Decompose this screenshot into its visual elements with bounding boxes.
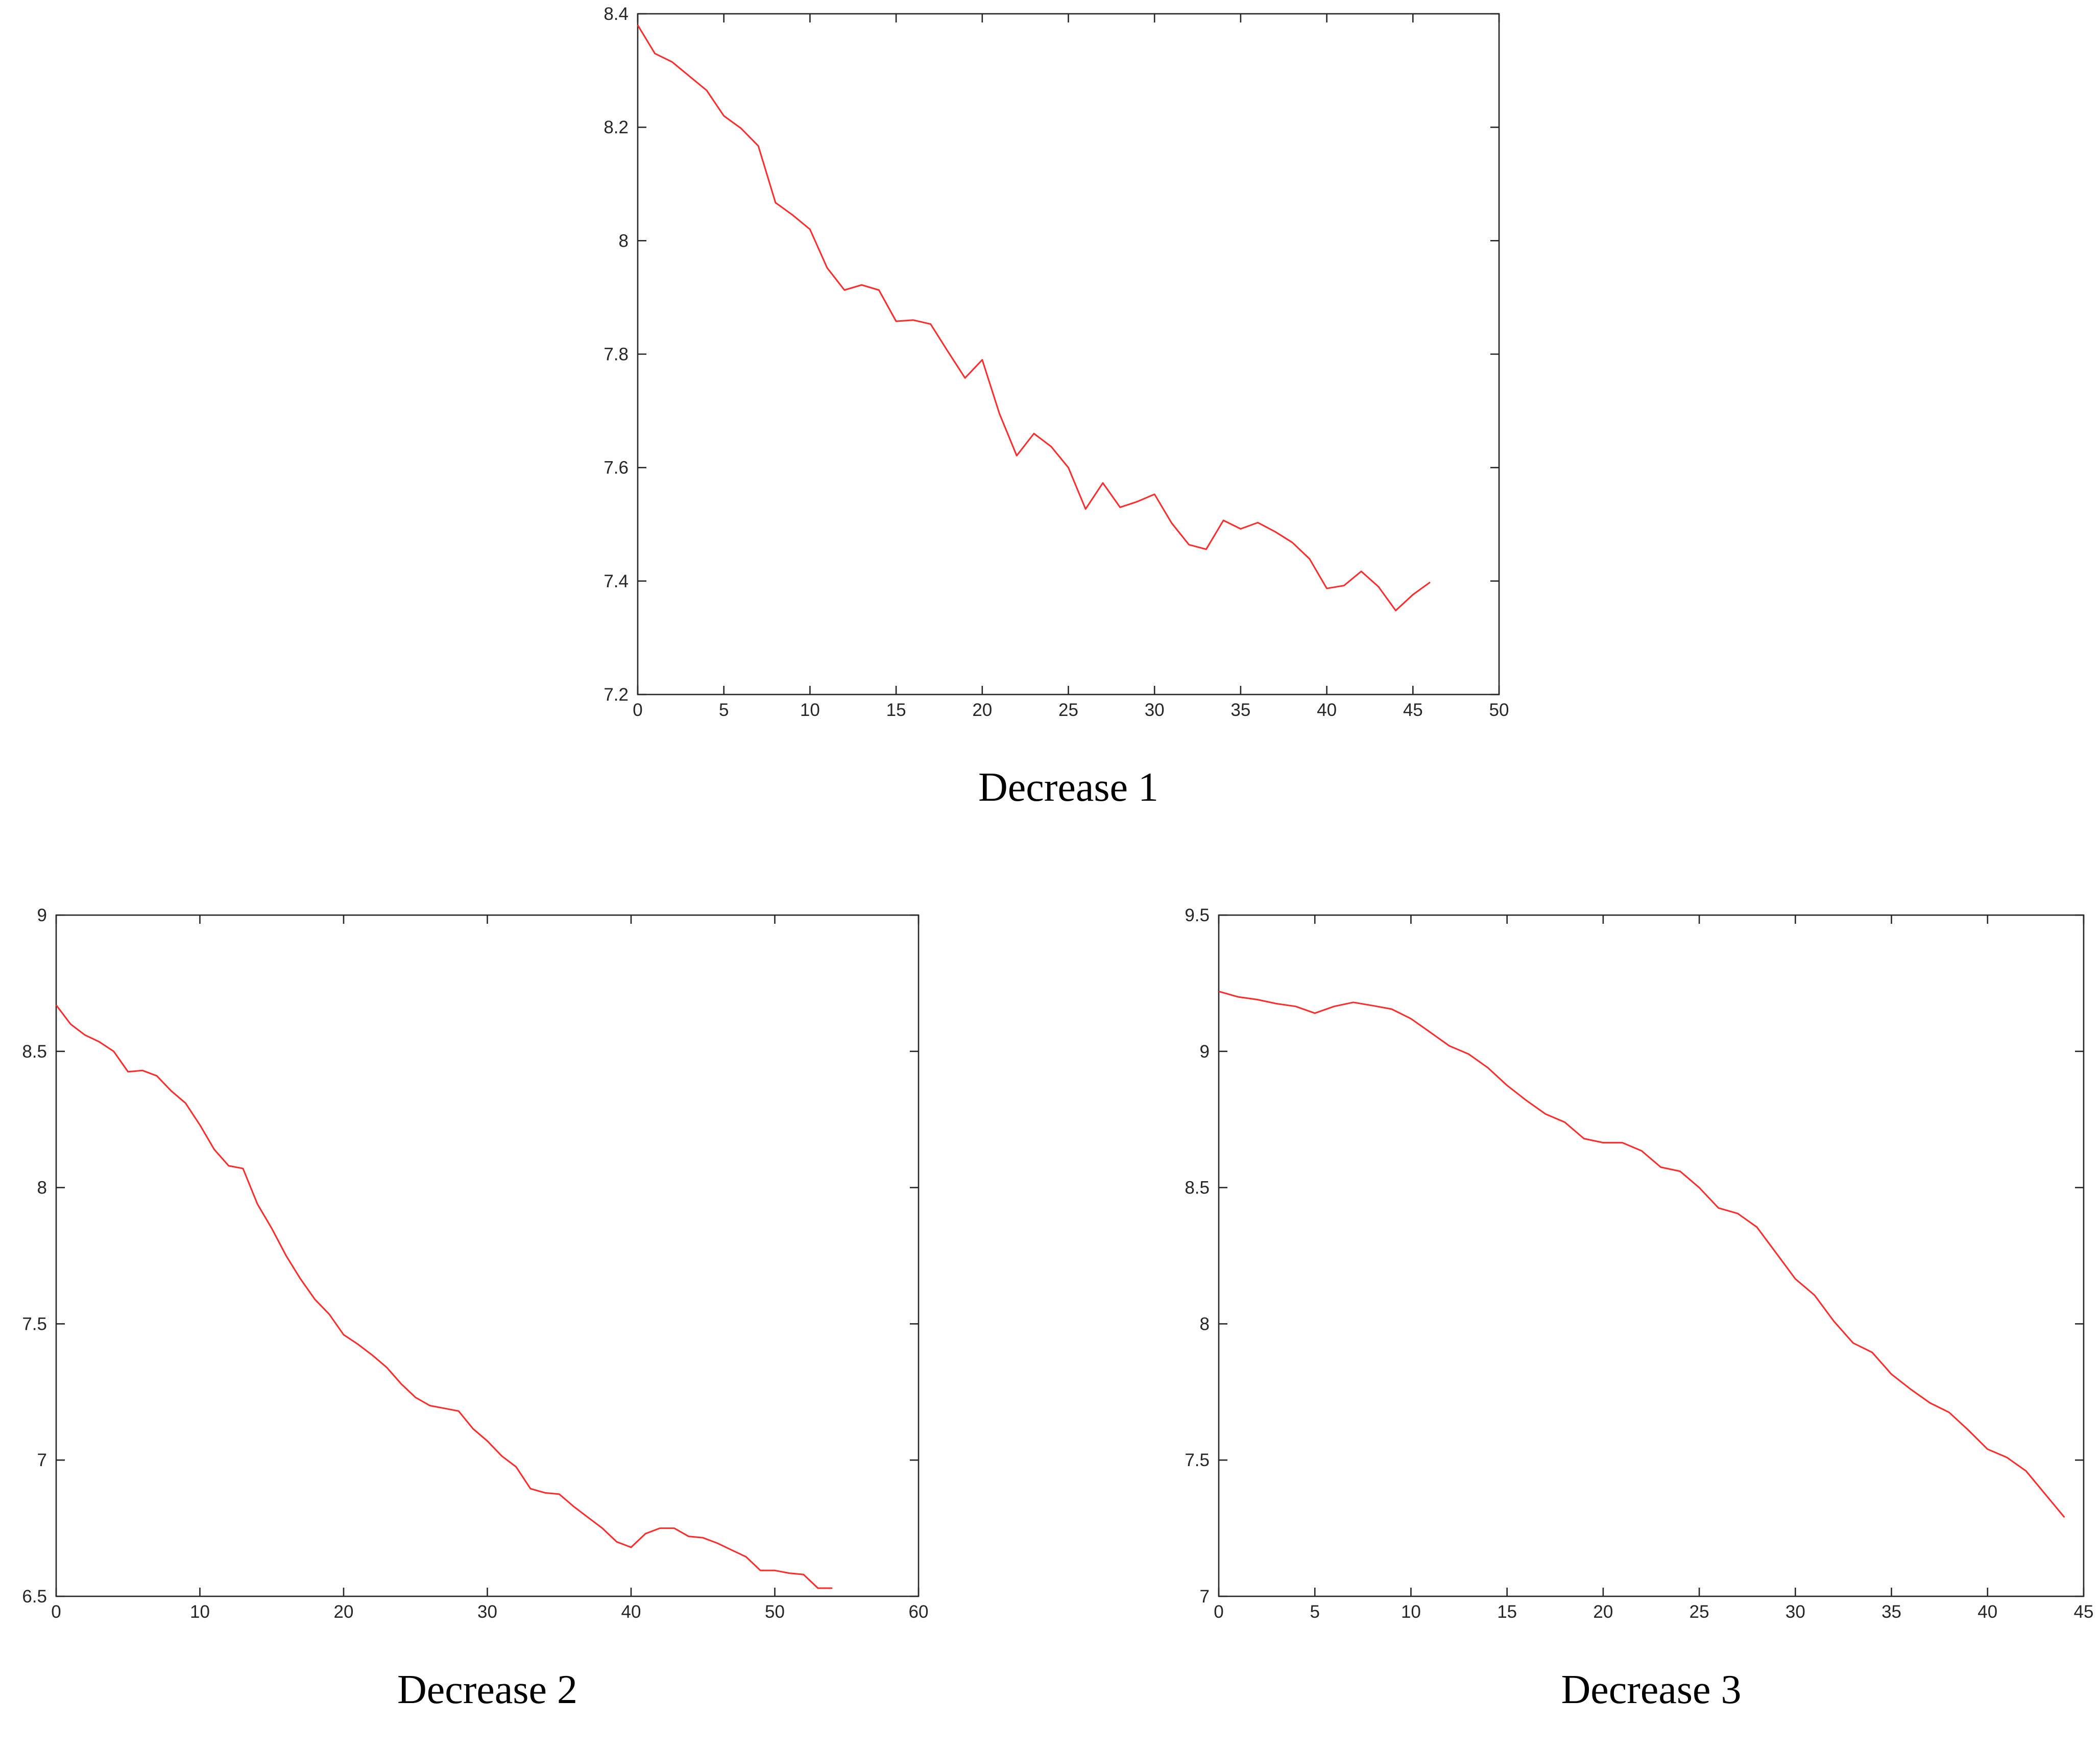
y-tick-label: 8.2 [604, 117, 629, 137]
x-tick-label: 30 [1785, 1602, 1805, 1622]
plot-frame [1218, 914, 2085, 1597]
y-tick-label: 7.5 [1185, 1450, 1210, 1470]
y-tick-label: 8 [37, 1178, 47, 1198]
y-tick-label: 8.5 [22, 1042, 47, 1062]
x-tick-label: 10 [800, 700, 820, 720]
chart-caption: Decrease 1 [978, 765, 1158, 810]
x-tick-label: 40 [1977, 1602, 1997, 1622]
x-tick-label: 5 [1310, 1602, 1319, 1622]
x-tick-label: 20 [334, 1602, 354, 1622]
x-tick-label: 45 [1403, 700, 1423, 720]
y-tick-label: 8 [1200, 1314, 1210, 1334]
y-tick-label: 7.4 [604, 571, 629, 591]
chart-decrease-1: 0 5 10 15 20 25 30 35 40 45 50 7.2 7.4 7.6 7.8 8 8.2 8.4 D… [604, 4, 1509, 810]
y-tick-label: 7.6 [604, 458, 629, 478]
y-tick-label: 6.5 [22, 1587, 47, 1607]
plot-frame [637, 13, 1500, 696]
x-tick-label: 45 [2074, 1602, 2094, 1622]
x-tick-label: 10 [1401, 1602, 1421, 1622]
y-tick-label: 8.4 [604, 4, 629, 24]
chart-caption: Decrease 2 [397, 1667, 577, 1712]
y-tick-label: 9 [1200, 1042, 1210, 1062]
x-tick-label: 25 [1689, 1602, 1709, 1622]
x-tick-label: 0 [1214, 1602, 1223, 1622]
chart-caption: Decrease 3 [1561, 1667, 1741, 1712]
y-tick-label: 7 [1200, 1587, 1210, 1607]
x-tick-label: 35 [1230, 700, 1250, 720]
y-tick-label: 8 [619, 231, 629, 251]
y-tick-label: 7 [37, 1450, 47, 1470]
x-tick-label: 60 [909, 1602, 929, 1622]
chart-decrease-2: 0 10 20 30 40 50 60 6.5 7 7.5 8 8.5 9 Decrease 2 [22, 905, 928, 1712]
x-tick-label: 40 [621, 1602, 641, 1622]
x-tick-label: 20 [972, 700, 992, 720]
x-tick-label: 20 [1593, 1602, 1613, 1622]
x-tick-label: 50 [765, 1602, 785, 1622]
series-line [1218, 990, 2065, 1518]
x-tick-label: 50 [1489, 700, 1509, 720]
x-tick-label: 10 [190, 1602, 210, 1622]
plot-frame [55, 914, 920, 1597]
y-tick-label: 8.5 [1185, 1178, 1210, 1198]
series-line [55, 1004, 833, 1589]
y-tick-label: 9.5 [1185, 905, 1210, 925]
x-tick-label: 0 [51, 1602, 61, 1622]
x-tick-label: 0 [633, 700, 642, 720]
y-tick-label: 9 [37, 905, 47, 925]
x-tick-label: 35 [1881, 1602, 1901, 1622]
y-tick-label: 7.2 [604, 685, 629, 705]
x-tick-label: 25 [1058, 700, 1078, 720]
x-tick-label: 30 [1145, 700, 1165, 720]
x-tick-label: 15 [1497, 1602, 1517, 1622]
chart-decrease-3: 0 5 10 15 20 25 30 35 40 45 7 7.5 8 8.5 9 9.5 Decrease 3 [1185, 905, 2093, 1712]
x-tick-label: 15 [886, 700, 906, 720]
y-tick-label: 7.5 [22, 1314, 47, 1334]
x-tick-label: 30 [477, 1602, 497, 1622]
series-line [637, 25, 1431, 612]
x-tick-label: 5 [719, 700, 729, 720]
y-tick-label: 7.8 [604, 345, 629, 365]
x-tick-label: 40 [1317, 700, 1337, 720]
